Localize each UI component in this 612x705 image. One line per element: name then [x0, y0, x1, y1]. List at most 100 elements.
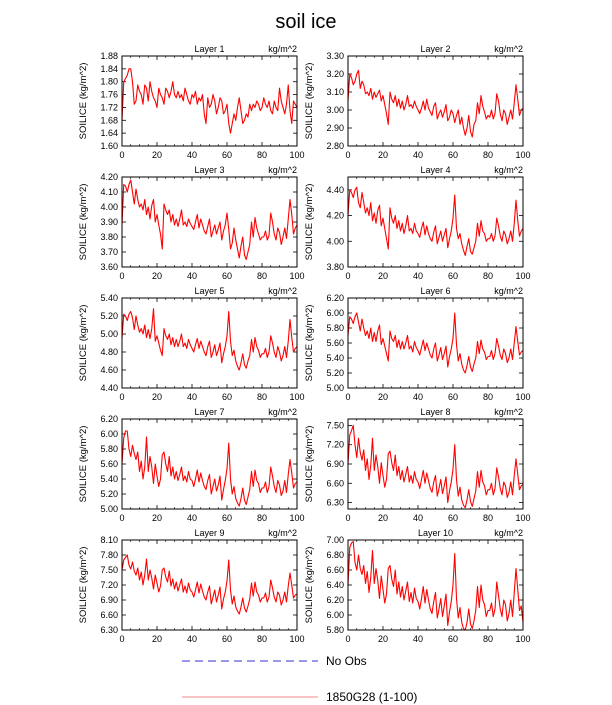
- y-tick-label: 6.00: [326, 308, 344, 318]
- series-line: [347, 312, 524, 374]
- y-tick-label: 1.84: [100, 64, 118, 74]
- x-tick-label: 40: [413, 150, 423, 160]
- plot-frame: [121, 418, 298, 510]
- panel-units: kg/m^2: [268, 44, 297, 54]
- series-line: [347, 424, 524, 509]
- x-tick-label: 80: [483, 150, 493, 160]
- panel-2: Layer 2 kg/m^2 SOILICE (kg/m^2) 0 20 40 60 80 10…: [304, 44, 531, 160]
- y-tick-label: 5.80: [326, 625, 344, 635]
- y-tick-label: 3.80: [100, 232, 118, 242]
- y-tick-label: 5.40: [100, 474, 118, 484]
- y-tick-label: 7.20: [100, 580, 118, 590]
- panel-title: Layer 5: [194, 286, 224, 296]
- y-tick-label: 3.60: [100, 262, 118, 272]
- panel-units: kg/m^2: [494, 286, 523, 296]
- y-axis-label: SOILICE (kg/m^2): [304, 426, 315, 503]
- plot-frame: [121, 297, 298, 389]
- panel-8: Layer 8 kg/m^2 SOILICE (kg/m^2) 0 20 40 60 80 10…: [304, 407, 531, 523]
- y-tick-label: 1.88: [100, 51, 118, 61]
- y-axis-label: SOILICE (kg/m^2): [304, 547, 315, 624]
- y-tick-label: 4.00: [326, 236, 344, 246]
- series-line: [347, 540, 524, 631]
- y-tick-label: 4.40: [100, 383, 118, 393]
- page-title: soil ice: [275, 11, 336, 33]
- x-tick-label: 20: [378, 271, 388, 281]
- x-tick-label: 40: [187, 513, 197, 523]
- y-tick-label: 6.40: [326, 580, 344, 590]
- panel-units: kg/m^2: [268, 165, 297, 175]
- panel-title: Layer 1: [194, 44, 224, 54]
- y-tick-label: 6.00: [100, 429, 118, 439]
- y-tick-label: 5.00: [326, 383, 344, 393]
- series-line: [121, 430, 298, 507]
- x-tick-label: 100: [289, 271, 304, 281]
- x-tick-label: 60: [448, 634, 458, 644]
- y-tick-label: 6.20: [326, 595, 344, 605]
- x-tick-label: 40: [187, 634, 197, 644]
- x-tick-label: 80: [483, 392, 493, 402]
- y-tick-label: 5.60: [326, 338, 344, 348]
- plot-frame: [347, 297, 524, 389]
- y-tick-label: 5.80: [100, 444, 118, 454]
- x-tick-label: 60: [222, 513, 232, 523]
- y-tick-label: 6.60: [326, 478, 344, 488]
- y-tick-label: 4.00: [100, 202, 118, 212]
- panel-title: Layer 7: [194, 407, 224, 417]
- y-tick-label: 6.60: [326, 565, 344, 575]
- panels-grid: Layer 1 kg/m^2 SOILICE (kg/m^2) 0 20 40 60 80 10…: [78, 44, 531, 644]
- y-tick-label: 7.80: [100, 550, 118, 560]
- y-axis-label: SOILICE (kg/m^2): [304, 63, 315, 140]
- x-tick-label: 60: [222, 634, 232, 644]
- series-line: [347, 69, 524, 138]
- y-axis-label: SOILICE (kg/m^2): [78, 426, 89, 503]
- x-tick-label: 100: [515, 634, 530, 644]
- y-axis-label: SOILICE (kg/m^2): [304, 184, 315, 261]
- x-tick-label: 80: [483, 271, 493, 281]
- panel-6: Layer 6 kg/m^2 SOILICE (kg/m^2) 0 20 40 60 80 10…: [304, 286, 531, 402]
- x-tick-label: 100: [289, 392, 304, 402]
- y-tick-label: 1.80: [100, 77, 118, 87]
- y-axis-label: SOILICE (kg/m^2): [78, 63, 89, 140]
- x-tick-label: 100: [289, 150, 304, 160]
- y-tick-label: 5.20: [326, 368, 344, 378]
- legend-label: 1850G28 (1-100): [326, 690, 417, 704]
- plot-frame: [121, 55, 298, 147]
- y-tick-label: 7.20: [326, 440, 344, 450]
- y-tick-label: 5.20: [100, 489, 118, 499]
- x-tick-label: 80: [257, 634, 267, 644]
- panel-title: Layer 10: [418, 528, 453, 538]
- y-tick-label: 5.20: [100, 311, 118, 321]
- legend-label: No Obs: [326, 654, 367, 668]
- x-tick-label: 60: [448, 271, 458, 281]
- y-axis-label: SOILICE (kg/m^2): [78, 305, 89, 382]
- y-tick-label: 1.72: [100, 102, 118, 112]
- x-tick-label: 20: [152, 392, 162, 402]
- x-tick-label: 0: [345, 150, 350, 160]
- plot-frame: [347, 55, 524, 147]
- panel-units: kg/m^2: [494, 407, 523, 417]
- panel-5: Layer 5 kg/m^2 SOILICE (kg/m^2) 0 20 40 60 80 10…: [78, 286, 305, 402]
- x-tick-label: 100: [515, 150, 530, 160]
- y-tick-label: 6.80: [326, 550, 344, 560]
- x-tick-label: 20: [152, 513, 162, 523]
- x-tick-label: 40: [187, 150, 197, 160]
- y-tick-label: 3.80: [326, 262, 344, 272]
- y-tick-label: 6.20: [326, 293, 344, 303]
- x-tick-label: 20: [378, 634, 388, 644]
- y-tick-label: 1.68: [100, 115, 118, 125]
- x-tick-label: 80: [483, 634, 493, 644]
- y-tick-label: 7.50: [326, 420, 344, 430]
- x-tick-label: 0: [345, 634, 350, 644]
- y-tick-label: 5.80: [326, 323, 344, 333]
- x-tick-label: 40: [413, 392, 423, 402]
- x-tick-label: 20: [152, 271, 162, 281]
- panel-title: Layer 8: [420, 407, 450, 417]
- y-tick-label: 1.60: [100, 141, 118, 151]
- panel-units: kg/m^2: [494, 44, 523, 54]
- y-tick-label: 3.70: [100, 247, 118, 257]
- x-tick-label: 60: [448, 150, 458, 160]
- panel-units: kg/m^2: [494, 165, 523, 175]
- y-tick-label: 2.80: [326, 141, 344, 151]
- y-tick-label: 1.64: [100, 128, 118, 138]
